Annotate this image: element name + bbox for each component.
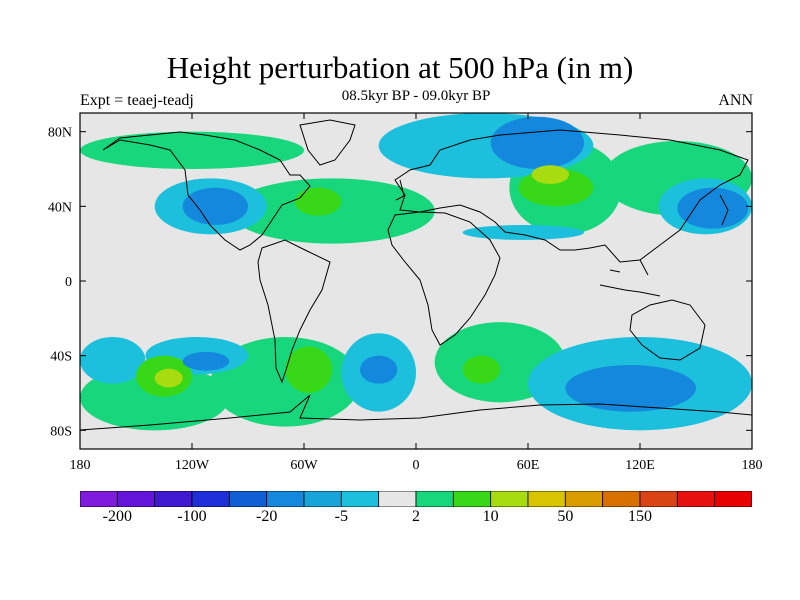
lon-tick-label: 120E <box>625 458 655 473</box>
colorbar-cell <box>415 491 454 507</box>
season-label: ANN <box>718 92 753 109</box>
contour-region-50 <box>154 368 183 388</box>
coastline-north-america <box>102 131 311 251</box>
colorbar-cell <box>490 491 529 507</box>
colorbar-label: -20 <box>255 508 278 525</box>
coastline-australia <box>629 299 706 361</box>
coastline-indonesia <box>599 259 661 297</box>
contour-region--5 <box>462 225 584 240</box>
colorbar-label: -5 <box>334 508 348 525</box>
lat-tick-label: 40N <box>48 200 72 215</box>
coastline-antarctica <box>80 394 752 431</box>
coastline-uk <box>395 179 405 201</box>
colorbar-cell <box>116 491 156 507</box>
map-subtitle: 08.5kyr BP - 09.0kyr BP <box>341 88 491 104</box>
colorbar-cell <box>154 491 193 507</box>
lat-tick-label: 80S <box>50 424 72 439</box>
lon-tick-label: 0 <box>413 458 420 473</box>
colorbar-cell <box>714 491 752 507</box>
colorbar-label: 150 <box>628 508 652 525</box>
colorbar-label: 2 <box>412 508 420 525</box>
contour-region--20 <box>565 365 697 412</box>
colorbar-cell <box>266 491 305 507</box>
experiment-label: Expt = teaej-teadj <box>80 92 194 109</box>
colorbar-cell <box>527 491 566 507</box>
colorbar-cell <box>340 491 380 507</box>
coastline-eurasia <box>394 129 749 263</box>
lat-tick-label: 0 <box>65 275 72 290</box>
contour-region-10 <box>462 355 501 384</box>
contour-region-10 <box>285 346 332 393</box>
contour-region-2 <box>80 131 304 169</box>
contour-region--20 <box>490 116 584 169</box>
contour-region--5 <box>80 337 146 384</box>
lon-tick-label: 180 <box>742 458 763 473</box>
colorbar-cell <box>676 491 716 507</box>
contour-region-10 <box>294 187 342 216</box>
lat-tick-label: 80N <box>48 126 72 141</box>
colorbar-cell <box>564 491 604 507</box>
colorbar-cell <box>378 491 417 507</box>
colorbar-label: 50 <box>557 508 574 525</box>
contour-region--20 <box>182 187 248 225</box>
contour-region--20 <box>360 355 398 384</box>
colorbar-cell <box>602 491 641 507</box>
colorbar-label: -200 <box>102 508 132 525</box>
lat-tick-label: 40S <box>50 350 72 365</box>
coastline-south-america <box>257 239 331 384</box>
colorbar-cell <box>639 491 678 507</box>
colorbar-cell <box>452 491 492 507</box>
contour-region--20 <box>182 351 230 371</box>
colorbar-cell <box>228 491 268 507</box>
contour-region--20 <box>677 187 749 229</box>
colorbar-cell <box>80 491 118 507</box>
coastline-japan <box>719 194 729 226</box>
colorbar <box>80 491 752 507</box>
colorbar-cell <box>303 491 342 507</box>
lon-tick-label: 120W <box>175 458 210 473</box>
coastline-africa <box>387 211 501 346</box>
coastline-greenland <box>299 119 356 166</box>
axis-tick-labels: 80N 40N 0 40S 80S 180 120W 60W 0 60E 120E 180 <box>48 126 763 473</box>
axis-ticks <box>79 113 753 449</box>
lon-tick-label: 60E <box>517 458 540 473</box>
colorbar-cell <box>191 491 230 507</box>
colorbar-label: 10 <box>482 508 499 525</box>
colorbar-label: -100 <box>177 508 207 525</box>
contour-fill-layer <box>80 113 752 431</box>
map-title: Height perturbation at 500 hPa (in m) <box>166 50 634 85</box>
lon-tick-label: 180 <box>70 458 91 473</box>
coastline-layer <box>80 119 752 431</box>
contour-region-50 <box>531 165 570 184</box>
lon-tick-label: 60W <box>290 458 318 473</box>
